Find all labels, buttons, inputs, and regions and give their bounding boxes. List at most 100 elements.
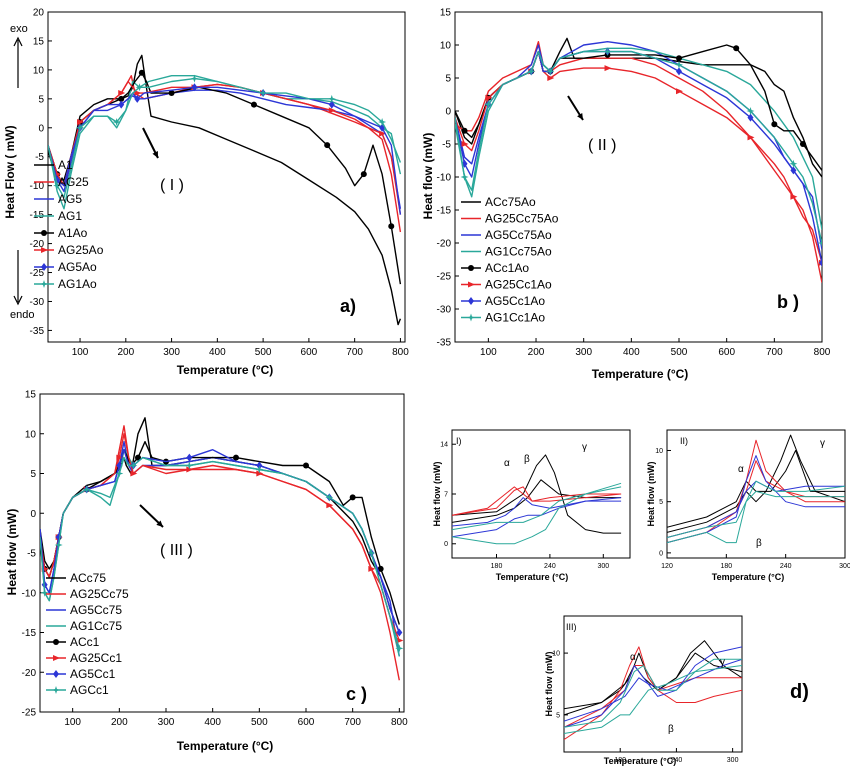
series-line-trace-8 bbox=[452, 486, 622, 531]
series-line-ACc1Ao bbox=[455, 44, 822, 171]
endo-arrow-head bbox=[13, 295, 23, 306]
chart-d-II: 120 180 240 300 0 5 10 Temperature (°C) Heat flo… bbox=[646, 429, 850, 582]
y-tick-label: 15 bbox=[440, 8, 452, 19]
data-point-marker bbox=[349, 494, 356, 501]
y-tick-label: -25 bbox=[22, 708, 37, 719]
legend-label: AG5 bbox=[58, 192, 82, 206]
annotation-label: ( I ) bbox=[160, 177, 184, 194]
y-tick-label: 5 bbox=[659, 499, 663, 506]
data-point-marker bbox=[818, 239, 822, 247]
y-tick-label: 0 bbox=[38, 123, 44, 134]
data-point-marker bbox=[484, 100, 493, 109]
legend-marker bbox=[52, 686, 60, 694]
legend-label: AG1Ao bbox=[58, 277, 97, 291]
data-point-marker bbox=[747, 113, 754, 122]
y-tick-label: 10 bbox=[552, 651, 560, 658]
data-point-marker bbox=[138, 69, 145, 76]
series-line-trace-8 bbox=[564, 665, 742, 734]
legend-marker bbox=[468, 281, 475, 288]
data-point-marker bbox=[771, 121, 778, 128]
chart-d-III: 180 240 300 5 10 Temperature (°C) Heat flow (m… bbox=[544, 615, 743, 766]
data-point-marker bbox=[789, 159, 798, 168]
legend-label: ACc1Ao bbox=[485, 261, 529, 275]
data-point-marker bbox=[485, 94, 493, 101]
y-tick-label: 15 bbox=[25, 390, 37, 401]
y-tick-label: -5 bbox=[442, 140, 451, 151]
chart-c: 100 200 300 400 500 600 700 800 15 10 5 0 -5 -10 -15 -2… bbox=[5, 390, 408, 754]
legend-marker bbox=[467, 313, 475, 322]
data-point-marker bbox=[77, 119, 85, 125]
x-tick-label: 300 bbox=[839, 563, 850, 570]
series-line-AG5Ao bbox=[48, 86, 402, 215]
data-point-marker bbox=[819, 258, 822, 267]
peak-label-gamma: γ bbox=[820, 438, 825, 449]
chart-d-I: 180 240 300 0 7 14 Temperature (°C) Heat flow (… bbox=[432, 429, 631, 582]
peak-label-alpha: α bbox=[630, 652, 636, 663]
x-tick-label: 500 bbox=[251, 717, 268, 728]
data-point-marker bbox=[378, 118, 387, 126]
data-point-marker bbox=[676, 67, 683, 76]
exo-label: exo bbox=[10, 23, 28, 35]
data-point-marker bbox=[604, 65, 612, 72]
data-point-marker bbox=[360, 171, 367, 178]
annotation-arrow-head bbox=[156, 520, 163, 527]
x-tick-label: 800 bbox=[391, 717, 408, 728]
data-point-marker bbox=[134, 94, 141, 103]
data-point-marker bbox=[733, 45, 740, 52]
peak-label-gamma: γ bbox=[720, 657, 725, 668]
y-tick-label: -20 bbox=[437, 239, 452, 250]
legend-label: AG1Cc75Ao bbox=[485, 245, 552, 259]
data-point-marker bbox=[328, 100, 335, 109]
data-point-marker bbox=[377, 565, 384, 572]
legend-label: AG25Ao bbox=[58, 243, 104, 257]
y-tick-label: 10 bbox=[440, 41, 452, 52]
series-line-AGCc1 bbox=[40, 456, 400, 649]
data-point-marker bbox=[367, 549, 376, 557]
y-axis-label: Heat flow (mW) bbox=[432, 462, 442, 527]
legend-label: AG5Ao bbox=[58, 260, 97, 274]
y-tick-label: -30 bbox=[437, 305, 452, 316]
data-point-marker bbox=[186, 466, 194, 473]
peak-label-beta: β bbox=[668, 724, 674, 735]
data-point-marker bbox=[379, 130, 387, 137]
series-line-trace-2 bbox=[452, 479, 622, 523]
data-point-marker bbox=[82, 485, 91, 494]
data-point-marker bbox=[799, 141, 806, 147]
x-tick-label: 600 bbox=[298, 717, 315, 728]
data-point-marker bbox=[190, 74, 199, 83]
x-tick-label: 600 bbox=[301, 347, 318, 358]
series-line-A1 bbox=[48, 54, 402, 326]
data-point-marker bbox=[527, 67, 536, 76]
legend-label: A1Ao bbox=[58, 226, 88, 240]
chart-b: 100 200 300 400 500 600 700 800 15 10 5 0 -5 -10 -15 -2… bbox=[421, 8, 831, 382]
data-point-marker bbox=[395, 644, 404, 653]
series-line-AG1Cc1Ao bbox=[455, 50, 822, 244]
series-group bbox=[667, 434, 845, 544]
data-point-marker bbox=[116, 454, 124, 461]
series-group bbox=[40, 417, 404, 681]
panel-label: III) bbox=[566, 622, 577, 632]
x-tick-label: 700 bbox=[344, 717, 361, 728]
y-tick-label: -5 bbox=[27, 549, 36, 560]
x-tick-label: 180 bbox=[720, 563, 732, 570]
figure-label-d: d) bbox=[790, 681, 809, 703]
series-line-trace-5 bbox=[667, 455, 845, 544]
data-point-marker bbox=[130, 470, 138, 477]
peak-label-alpha: α bbox=[738, 464, 744, 475]
data-point-marker bbox=[76, 123, 85, 132]
peak-label-gamma: γ bbox=[582, 442, 587, 453]
legend-label: AG25Cc1Ao bbox=[485, 278, 552, 292]
x-tick-label: 100 bbox=[72, 347, 89, 358]
data-point-marker bbox=[790, 166, 797, 175]
x-tick-label: 240 bbox=[780, 563, 792, 570]
annotation-label: ( III ) bbox=[160, 542, 193, 559]
data-point-marker bbox=[40, 588, 49, 597]
data-point-marker bbox=[324, 142, 331, 149]
x-tick-label: 300 bbox=[727, 757, 739, 764]
x-tick-label: 100 bbox=[480, 347, 497, 358]
y-tick-label: -15 bbox=[437, 206, 452, 217]
x-tick-label: 200 bbox=[528, 347, 545, 358]
data-point-marker bbox=[185, 461, 194, 470]
y-axis-label: Heat flow (mW) bbox=[5, 509, 19, 596]
legend: ACc75Ao AG25Cc75Ao AG5Cc75Ao AG1Cc75Ao ACc1A… bbox=[461, 195, 559, 325]
